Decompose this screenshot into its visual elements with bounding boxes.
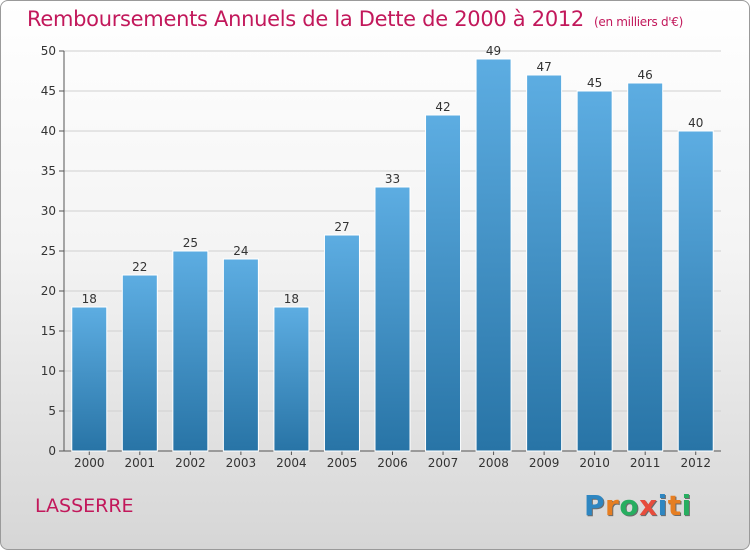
data-label-2007: 42 xyxy=(435,100,450,114)
y-tick-label: 5 xyxy=(48,404,56,418)
chart-title-text: Remboursements Annuels de la Dette de 20… xyxy=(27,7,584,31)
labels: 0 5 10 15 20 25 30 35 40 45 50 18 2000 22 2001 25 2002 24… xyxy=(41,44,711,470)
bar-2001 xyxy=(121,274,158,452)
x-tick-label-2011: 2011 xyxy=(630,456,661,470)
y-tick-label: 25 xyxy=(41,244,56,258)
y-tick-label: 10 xyxy=(41,364,56,378)
y-tick-label: 45 xyxy=(41,84,56,98)
logo-letter: t xyxy=(667,489,682,522)
y-tick-label: 30 xyxy=(41,204,56,218)
x-tick-label-2000: 2000 xyxy=(74,456,105,470)
data-label-2005: 27 xyxy=(334,220,349,234)
logo-letter: i xyxy=(681,489,692,522)
x-tick-label-2012: 2012 xyxy=(680,456,711,470)
x-tick-label-2008: 2008 xyxy=(478,456,509,470)
logo-letter: P xyxy=(584,489,606,522)
x-tick-label-2010: 2010 xyxy=(579,456,610,470)
data-label-2003: 24 xyxy=(233,244,248,258)
data-label-2004: 18 xyxy=(284,292,299,306)
x-tick-label-2007: 2007 xyxy=(428,456,459,470)
logo-letter: r xyxy=(605,489,620,522)
bar-2003 xyxy=(222,258,259,452)
bar-2007 xyxy=(425,114,462,452)
x-tick-label-2001: 2001 xyxy=(125,456,156,470)
data-label-2011: 46 xyxy=(638,68,653,82)
x-tick-label-2004: 2004 xyxy=(276,456,307,470)
proxiti-logo: Proxiti xyxy=(584,489,692,522)
y-tick-label: 20 xyxy=(41,284,56,298)
logo-letter: o xyxy=(619,489,640,522)
logo-letter: x xyxy=(639,489,658,522)
place-name: LASSERRE xyxy=(35,495,134,517)
y-tick-label: 40 xyxy=(41,124,56,138)
bar-2012 xyxy=(677,130,714,452)
x-tick-label-2002: 2002 xyxy=(175,456,206,470)
bar-2011 xyxy=(627,82,664,452)
x-tick-label-2009: 2009 xyxy=(529,456,560,470)
bar-2000 xyxy=(71,306,108,452)
bar-2005 xyxy=(323,234,360,452)
y-tick-label: 15 xyxy=(41,324,56,338)
bars xyxy=(71,58,714,452)
data-label-2001: 22 xyxy=(132,260,147,274)
y-tick-label: 35 xyxy=(41,164,56,178)
data-label-2000: 18 xyxy=(82,292,97,306)
x-tick-label-2003: 2003 xyxy=(226,456,257,470)
x-tick-label-2005: 2005 xyxy=(327,456,358,470)
logo-letter: i xyxy=(657,489,668,522)
bar-2002 xyxy=(172,250,209,452)
y-tick-label: 50 xyxy=(41,44,56,58)
data-label-2012: 40 xyxy=(688,116,703,130)
bar-2008 xyxy=(475,58,512,452)
data-label-2002: 25 xyxy=(183,236,198,250)
bar-2009 xyxy=(526,74,563,452)
bar-2004 xyxy=(273,306,310,452)
chart-title: Remboursements Annuels de la Dette de 20… xyxy=(27,7,683,31)
y-tick-label: 0 xyxy=(48,444,56,458)
data-label-2010: 45 xyxy=(587,76,602,90)
x-tick-label-2006: 2006 xyxy=(377,456,408,470)
data-label-2008: 49 xyxy=(486,44,501,58)
data-label-2006: 33 xyxy=(385,172,400,186)
chart-subtitle: (en milliers d'€) xyxy=(594,15,684,29)
bar-2010 xyxy=(576,90,613,452)
bar-2006 xyxy=(374,186,411,452)
data-label-2009: 47 xyxy=(536,60,551,74)
